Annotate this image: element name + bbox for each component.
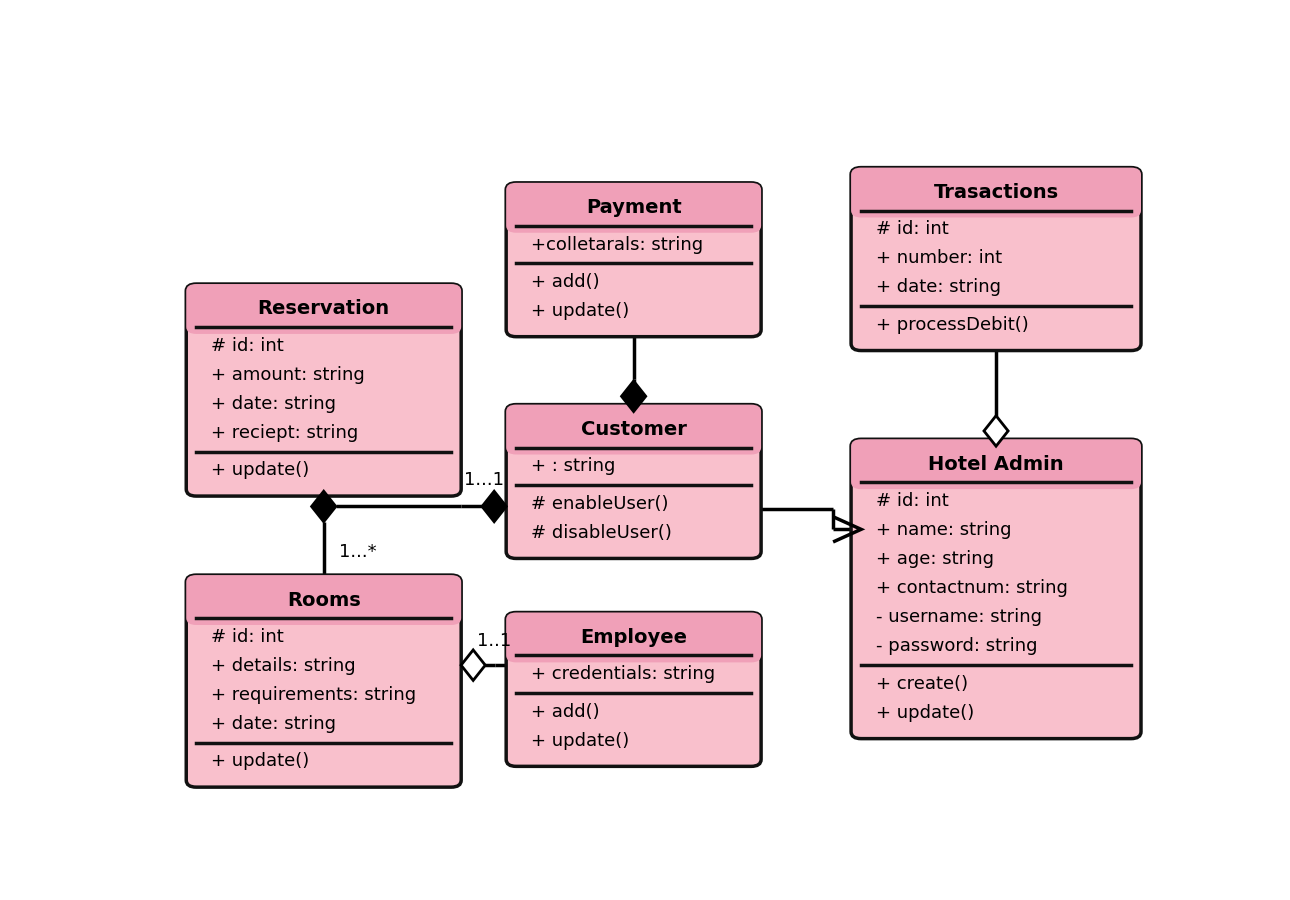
FancyBboxPatch shape [506, 405, 761, 454]
Polygon shape [312, 491, 335, 522]
Text: + date: string: + date: string [876, 278, 1001, 296]
Text: # enableUser(): # enableUser() [531, 495, 668, 513]
Text: + name: string: + name: string [876, 521, 1011, 539]
FancyBboxPatch shape [186, 575, 462, 788]
Text: Trasactions: Trasactions [934, 183, 1059, 202]
Text: # id: int: # id: int [876, 492, 949, 510]
Text: Employee: Employee [580, 628, 688, 647]
FancyBboxPatch shape [506, 613, 761, 767]
Text: + create(): + create() [876, 675, 969, 693]
Text: Customer: Customer [580, 420, 686, 439]
Text: + update(): + update() [212, 462, 310, 480]
Polygon shape [482, 491, 506, 522]
Text: Reservation: Reservation [258, 300, 390, 319]
Text: + reciept: string: + reciept: string [212, 424, 359, 442]
Text: + requirements: string: + requirements: string [212, 686, 417, 704]
Polygon shape [622, 381, 646, 411]
Text: + date: string: + date: string [212, 395, 337, 413]
Text: + update(): + update() [531, 732, 630, 750]
Text: # disableUser(): # disableUser() [531, 524, 672, 542]
Text: Payment: Payment [586, 198, 681, 217]
FancyBboxPatch shape [186, 575, 462, 625]
Text: - password: string: - password: string [876, 637, 1037, 655]
Text: + update(): + update() [876, 704, 974, 722]
Text: + details: string: + details: string [212, 657, 356, 675]
Text: + update(): + update() [531, 302, 630, 320]
Text: + date: string: + date: string [212, 716, 337, 733]
Text: # id: int: # id: int [212, 628, 284, 646]
FancyBboxPatch shape [851, 439, 1142, 739]
Text: + : string: + : string [531, 457, 615, 475]
Text: + update(): + update() [212, 752, 310, 770]
Text: + add(): + add() [531, 703, 600, 721]
FancyBboxPatch shape [506, 183, 761, 233]
Text: +colletarals: string: +colletarals: string [531, 236, 703, 254]
Text: # id: int: # id: int [876, 220, 949, 238]
FancyBboxPatch shape [851, 167, 1142, 218]
FancyBboxPatch shape [506, 613, 761, 662]
Text: + number: int: + number: int [876, 249, 1002, 267]
Polygon shape [984, 416, 1009, 446]
Text: Hotel Admin: Hotel Admin [929, 454, 1064, 473]
Text: - username: string: - username: string [876, 608, 1042, 626]
Text: + credentials: string: + credentials: string [531, 665, 715, 683]
Text: + amount: string: + amount: string [212, 365, 365, 383]
Text: + processDebit(): + processDebit() [876, 316, 1029, 334]
Text: + contactnum: string: + contactnum: string [876, 580, 1068, 598]
FancyBboxPatch shape [506, 183, 761, 337]
FancyBboxPatch shape [186, 284, 462, 334]
Text: # id: int: # id: int [212, 337, 284, 355]
Text: 1...1: 1...1 [463, 472, 503, 490]
Text: 1...*: 1...* [339, 543, 377, 561]
Text: 1..1: 1..1 [476, 632, 511, 650]
FancyBboxPatch shape [186, 284, 462, 496]
FancyBboxPatch shape [851, 167, 1142, 351]
Text: + add(): + add() [531, 273, 600, 291]
Text: + age: string: + age: string [876, 550, 995, 568]
FancyBboxPatch shape [506, 405, 761, 558]
Text: Rooms: Rooms [286, 590, 361, 609]
FancyBboxPatch shape [851, 439, 1142, 490]
Polygon shape [461, 650, 485, 680]
